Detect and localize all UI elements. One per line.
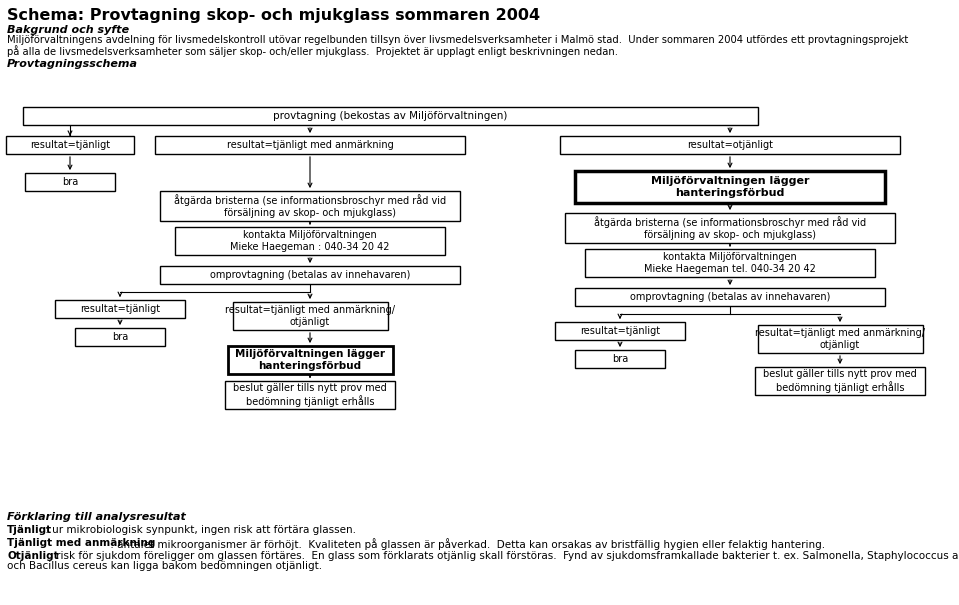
Text: Bakgrund och syfte: Bakgrund och syfte bbox=[7, 25, 129, 35]
FancyBboxPatch shape bbox=[22, 107, 758, 125]
Text: Otjänligt: Otjänligt bbox=[7, 551, 58, 561]
Text: provtagning (bekostas av Miljöförvaltningen): provtagning (bekostas av Miljöförvaltnin… bbox=[272, 111, 507, 121]
Text: Provtagningsschema: Provtagningsschema bbox=[7, 59, 138, 69]
Text: kontakta Miljöförvaltningen
Mieke Haegeman tel. 040-34 20 42: kontakta Miljöförvaltningen Mieke Haegem… bbox=[644, 252, 816, 274]
Text: : risk för sjukdom föreligger om glassen förtäres.  En glass som förklarats otjä: : risk för sjukdom föreligger om glassen… bbox=[46, 551, 959, 561]
Text: åtgärda bristerna (se informationsbroschyr med råd vid
försäljning av skop- och : åtgärda bristerna (se informationsbrosch… bbox=[594, 216, 866, 240]
FancyBboxPatch shape bbox=[175, 227, 445, 255]
Text: : ur mikrobiologisk synpunkt, ingen risk att förtära glassen.: : ur mikrobiologisk synpunkt, ingen risk… bbox=[42, 525, 356, 535]
FancyBboxPatch shape bbox=[575, 350, 665, 368]
Text: resultat=tjänligt: resultat=tjänligt bbox=[30, 140, 110, 150]
FancyBboxPatch shape bbox=[755, 367, 925, 395]
FancyBboxPatch shape bbox=[225, 381, 395, 409]
FancyBboxPatch shape bbox=[160, 191, 460, 221]
Text: bra: bra bbox=[112, 332, 129, 342]
Text: bra: bra bbox=[62, 177, 78, 187]
FancyBboxPatch shape bbox=[160, 266, 460, 284]
Text: omprovtagning (betalas av innehavaren): omprovtagning (betalas av innehavaren) bbox=[210, 270, 410, 280]
Text: resultat=otjänligt: resultat=otjänligt bbox=[687, 140, 773, 150]
Text: Miljöförvaltningen lägger
hanteringsförbud: Miljöförvaltningen lägger hanteringsförb… bbox=[651, 176, 809, 198]
FancyBboxPatch shape bbox=[75, 328, 165, 346]
FancyBboxPatch shape bbox=[155, 136, 465, 154]
FancyBboxPatch shape bbox=[227, 346, 392, 374]
Text: resultat=tjänligt med anmärkning/
otjänligt: resultat=tjänligt med anmärkning/ otjänl… bbox=[225, 305, 395, 327]
Text: omprovtagning (betalas av innehavaren): omprovtagning (betalas av innehavaren) bbox=[630, 292, 830, 302]
Text: Miljöförvaltningens avdelning för livsmedelskontroll utövar regelbunden tillsyn : Miljöförvaltningens avdelning för livsme… bbox=[7, 35, 908, 45]
Text: Schema: Provtagning skop- och mjukglass sommaren 2004: Schema: Provtagning skop- och mjukglass … bbox=[7, 8, 540, 23]
Text: kontakta Miljöförvaltningen
Mieke Haegeman : 040-34 20 42: kontakta Miljöförvaltningen Mieke Haegem… bbox=[230, 230, 389, 252]
Text: resultat=tjänligt med anmärkning/
otjänligt: resultat=tjänligt med anmärkning/ otjänl… bbox=[755, 328, 925, 350]
FancyBboxPatch shape bbox=[565, 213, 895, 243]
Text: på alla de livsmedelsverksamheter som säljer skop- och/eller mjukglass.  Projekt: på alla de livsmedelsverksamheter som sä… bbox=[7, 45, 618, 57]
FancyBboxPatch shape bbox=[55, 300, 185, 318]
Text: : antalet mikroorganismer är förhöjt.  Kvaliteten på glassen är påverkad.  Detta: : antalet mikroorganismer är förhöjt. Kv… bbox=[107, 538, 825, 550]
FancyBboxPatch shape bbox=[575, 171, 885, 203]
FancyBboxPatch shape bbox=[575, 288, 885, 306]
Text: Tjänligt: Tjänligt bbox=[7, 525, 52, 535]
FancyBboxPatch shape bbox=[25, 173, 115, 191]
FancyBboxPatch shape bbox=[6, 136, 134, 154]
Text: resultat=tjänligt: resultat=tjänligt bbox=[80, 304, 160, 314]
Text: Förklaring till analysresultat: Förklaring till analysresultat bbox=[7, 512, 186, 522]
FancyBboxPatch shape bbox=[585, 249, 875, 277]
Text: Miljöförvaltningen lägger
hanteringsförbud: Miljöförvaltningen lägger hanteringsförb… bbox=[235, 349, 385, 371]
FancyBboxPatch shape bbox=[758, 325, 923, 353]
Text: beslut gäller tills nytt prov med
bedömning tjänligt erhålls: beslut gäller tills nytt prov med bedömn… bbox=[763, 369, 917, 393]
Text: och Bacillus cereus kan ligga bakom bedömningen otjänligt.: och Bacillus cereus kan ligga bakom bedö… bbox=[7, 561, 322, 571]
FancyBboxPatch shape bbox=[560, 136, 900, 154]
Text: beslut gäller tills nytt prov med
bedömning tjänligt erhålls: beslut gäller tills nytt prov med bedömn… bbox=[233, 383, 386, 407]
FancyBboxPatch shape bbox=[555, 322, 685, 340]
FancyBboxPatch shape bbox=[232, 302, 387, 330]
Text: resultat=tjänligt med anmärkning: resultat=tjänligt med anmärkning bbox=[226, 140, 393, 150]
Text: resultat=tjänligt: resultat=tjänligt bbox=[580, 326, 660, 336]
Text: åtgärda bristerna (se informationsbroschyr med råd vid
försäljning av skop- och : åtgärda bristerna (se informationsbrosch… bbox=[174, 194, 446, 218]
Text: Tjänligt med anmärkning: Tjänligt med anmärkning bbox=[7, 538, 155, 548]
Text: bra: bra bbox=[612, 354, 628, 364]
